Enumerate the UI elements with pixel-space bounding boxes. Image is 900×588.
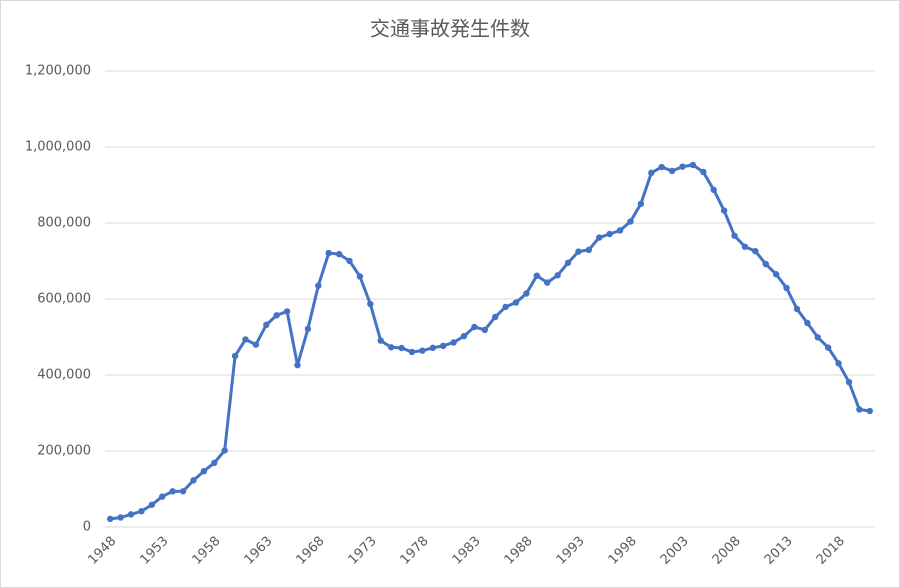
data-point — [367, 300, 374, 308]
data-point — [200, 468, 208, 475]
data-point — [752, 247, 759, 255]
y-tick-label: 0 — [83, 520, 91, 535]
data-point — [335, 250, 343, 258]
data-point — [252, 341, 260, 348]
data-point — [533, 272, 541, 279]
data-point — [731, 232, 738, 239]
data-point — [596, 234, 603, 241]
data-point — [720, 207, 728, 214]
data-point — [793, 305, 801, 313]
data-point — [221, 447, 228, 454]
data-point — [700, 168, 707, 176]
y-tick-label: 400,000 — [37, 368, 91, 383]
data-point — [658, 163, 665, 171]
data-point — [450, 339, 457, 346]
data-point — [439, 342, 447, 350]
data-point — [231, 352, 239, 360]
data-point — [377, 337, 384, 344]
data-point — [523, 290, 530, 297]
data-point — [294, 361, 301, 369]
data-point — [263, 321, 270, 329]
data-point — [304, 325, 312, 333]
data-point — [606, 230, 613, 238]
data-point — [387, 344, 395, 351]
data-point — [419, 347, 426, 354]
y-tick-label: 200,000 — [37, 444, 91, 459]
data-point — [169, 488, 176, 495]
data-point — [460, 332, 468, 340]
y-tick-label: 800,000 — [37, 216, 91, 231]
data-point — [856, 406, 863, 413]
data-point — [804, 319, 811, 327]
data-point — [710, 186, 717, 194]
y-tick-label: 600,000 — [37, 292, 91, 307]
data-point — [575, 248, 582, 255]
data-point — [679, 163, 686, 170]
data-point — [689, 161, 697, 169]
data-point — [346, 257, 353, 265]
data-point — [315, 282, 322, 289]
data-point — [616, 227, 624, 234]
data-point — [127, 511, 135, 518]
data-point — [481, 326, 488, 334]
y-tick-label: 1,200,000 — [25, 64, 91, 79]
data-point — [471, 323, 478, 331]
data-point — [273, 312, 280, 319]
data-point — [824, 344, 832, 351]
data-point — [866, 407, 873, 415]
data-point — [814, 334, 821, 341]
data-point — [554, 272, 561, 279]
data-point — [783, 284, 790, 292]
data-point — [544, 279, 551, 286]
data-point — [398, 344, 405, 352]
data-point — [190, 477, 197, 484]
data-point — [762, 260, 769, 268]
data-point — [627, 218, 634, 225]
data-point — [107, 515, 114, 523]
data-point — [117, 514, 124, 521]
data-point — [138, 508, 145, 515]
y-tick-label: 1,000,000 — [25, 140, 91, 155]
data-point — [741, 243, 749, 250]
data-point — [242, 336, 249, 343]
data-point — [211, 459, 218, 467]
data-point — [159, 493, 166, 500]
data-point — [429, 344, 436, 352]
data-point — [512, 299, 520, 306]
data-point — [356, 273, 364, 280]
data-point — [502, 303, 509, 311]
data-point — [772, 271, 780, 278]
data-point — [637, 200, 645, 208]
data-point — [325, 249, 332, 257]
data-point — [564, 259, 572, 266]
data-point — [835, 360, 842, 367]
chart-title: 交通事故発生件数 — [370, 17, 530, 41]
data-point — [148, 501, 156, 508]
data-point — [408, 348, 416, 356]
data-point — [179, 488, 187, 495]
data-point — [668, 167, 676, 175]
data-point — [845, 378, 853, 386]
data-point — [585, 246, 593, 254]
data-point — [648, 169, 655, 177]
data-point — [492, 313, 499, 321]
data-point — [283, 308, 291, 315]
